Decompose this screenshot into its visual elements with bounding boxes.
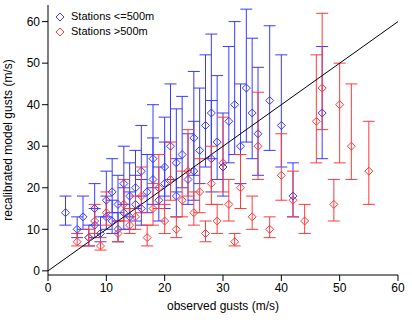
svg-text:20: 20 — [158, 281, 172, 295]
svg-text:30: 30 — [216, 281, 230, 295]
svg-text:60: 60 — [27, 15, 41, 29]
svg-text:50: 50 — [27, 56, 41, 70]
svg-text:20: 20 — [27, 181, 41, 195]
svg-text:30: 30 — [27, 139, 41, 153]
svg-text:60: 60 — [391, 281, 404, 295]
html-text:Stations <=500m: Stations <=500m — [71, 10, 155, 22]
svg-text:0: 0 — [33, 264, 40, 278]
svg-text:10: 10 — [27, 223, 41, 237]
html-text:Stations >500m: Stations >500m — [71, 25, 148, 37]
svg-text:10: 10 — [100, 281, 114, 295]
svg-text:observed gusts (m/s): observed gusts (m/s) — [167, 299, 279, 313]
svg-text:recalibrated model gusts (m/s): recalibrated model gusts (m/s) — [8, 59, 15, 220]
svg-text:0: 0 — [45, 281, 52, 295]
svg-text:40: 40 — [27, 98, 41, 112]
svg-text:40: 40 — [275, 281, 289, 295]
svg-text:50: 50 — [333, 281, 347, 295]
